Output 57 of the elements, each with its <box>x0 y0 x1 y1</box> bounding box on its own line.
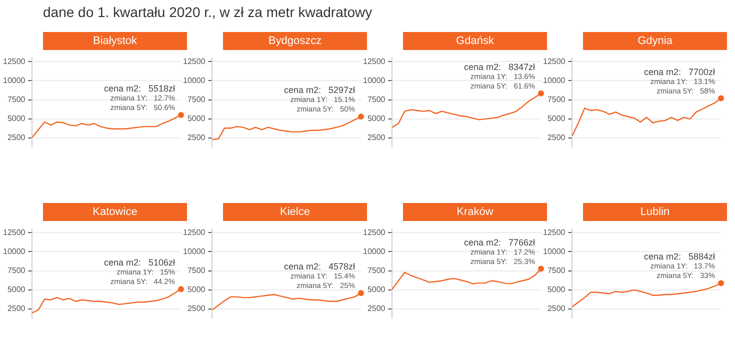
y-tick-label: 7500 <box>367 266 386 276</box>
y-tick-label: 2500 <box>187 133 206 142</box>
y-tick-label: 5000 <box>367 285 386 294</box>
chart-title: Kielce <box>223 203 367 221</box>
y-tick-label: 5000 <box>187 285 206 294</box>
y-tick-label: 10000 <box>2 246 26 256</box>
y-tick-label: 2500 <box>187 304 206 314</box>
y-tick-label: 7500 <box>7 95 26 104</box>
y-tick-label: 7500 <box>187 266 206 276</box>
annotation: cena m2: 5518zł <box>104 83 175 94</box>
y-tick-label: 7500 <box>547 95 566 104</box>
annotation: cena m2: 5106zł <box>104 258 175 268</box>
y-tick-label: 7500 <box>367 95 386 104</box>
chart-title: Gdańsk <box>403 32 547 50</box>
y-tick-label: 7500 <box>187 95 206 104</box>
annotation: cena m2: 7700zł <box>644 66 715 77</box>
y-tick-label: 2500 <box>7 133 26 142</box>
y-tick-label: 5000 <box>7 285 26 294</box>
y-tick-label: 5000 <box>367 114 386 124</box>
y-tick-label: 2500 <box>547 133 566 142</box>
chart-subtitle: dane do 1. kwartału 2020 r., w zł za metr kwadratowy <box>43 4 372 20</box>
y-tick-label: 5000 <box>547 114 566 124</box>
y-tick-label: 10000 <box>362 246 386 256</box>
y-tick-label: 2500 <box>367 304 386 314</box>
chart-title: Lublin <box>583 203 727 221</box>
annotation: cena m2: 5297zł <box>284 85 355 96</box>
y-tick-label: 7500 <box>7 266 26 276</box>
y-tick-label: 10000 <box>182 76 206 85</box>
y-tick-label: 7500 <box>547 266 566 276</box>
y-tick-label: 10000 <box>2 76 26 85</box>
y-tick-label: 12500 <box>362 56 386 66</box>
y-tick-label: 10000 <box>182 246 206 256</box>
chart-title: Katowice <box>43 203 187 221</box>
y-tick-label: 10000 <box>542 246 566 256</box>
y-tick-label: 12500 <box>542 228 566 237</box>
annotation: cena m2: 7766zł <box>464 237 535 248</box>
annotation: cena m2: 4578zł <box>284 262 355 272</box>
y-tick-label: 10000 <box>362 76 386 85</box>
y-tick-label: 12500 <box>542 56 566 66</box>
annotation: cena m2: 8347zł <box>464 62 535 72</box>
y-tick-label: 12500 <box>2 56 26 66</box>
y-tick-label: 5000 <box>187 114 206 124</box>
y-tick-label: 12500 <box>362 228 386 237</box>
y-tick-label: 12500 <box>2 228 26 237</box>
y-tick-label: 12500 <box>182 56 206 66</box>
y-tick-label: 5000 <box>547 285 566 294</box>
y-tick-label: 2500 <box>7 304 26 314</box>
y-tick-label: 2500 <box>367 133 386 142</box>
chart-title: Gdynia <box>583 32 727 50</box>
y-tick-label: 12500 <box>182 228 206 237</box>
chart-title: Kraków <box>403 203 547 221</box>
chart-title: Białystok <box>43 32 187 50</box>
y-tick-label: 10000 <box>542 76 566 85</box>
y-tick-label: 5000 <box>7 114 26 124</box>
y-tick-label: 2500 <box>547 304 566 314</box>
chart-title: Bydgoszcz <box>223 32 367 50</box>
annotation: cena m2: 5884zł <box>644 252 715 262</box>
